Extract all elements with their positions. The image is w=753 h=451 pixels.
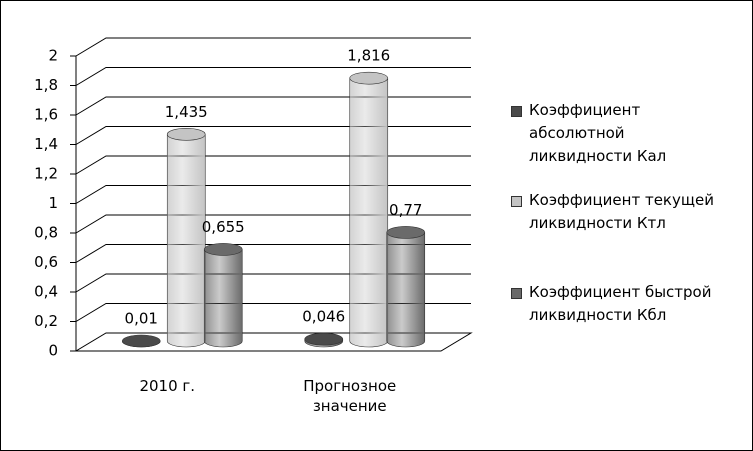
legend-item: Коэффициент быстрой ликвидности Кбл bbox=[511, 281, 729, 327]
y-tick-label: 0 bbox=[48, 342, 58, 360]
y-tick-label: 1,4 bbox=[34, 135, 58, 153]
grid-line bbox=[75, 244, 471, 263]
y-tick-label: 0,6 bbox=[34, 253, 58, 271]
grid-line bbox=[75, 303, 471, 322]
legend-swatch bbox=[511, 106, 522, 117]
data-label: 1,435 bbox=[165, 103, 208, 121]
data-label: 0,046 bbox=[302, 308, 345, 326]
legend-item: Коэффициент абсолютной ликвидности Кал bbox=[511, 99, 729, 168]
legend-label: Коэффициент быстрой ликвидности Кбл bbox=[529, 283, 712, 324]
legend-item: Коэффициент текущей ликвидности Ктл bbox=[511, 189, 729, 235]
grid-line bbox=[75, 126, 471, 145]
bar-top bbox=[386, 226, 426, 239]
data-label: 0,655 bbox=[202, 218, 245, 236]
bar-top bbox=[203, 243, 243, 256]
legend-label: Коэффициент абсолютной ликвидности Кал bbox=[529, 101, 667, 165]
grid-line bbox=[75, 185, 471, 204]
y-tick-label: 0,8 bbox=[34, 224, 58, 242]
y-tick-label: 2 bbox=[48, 47, 58, 65]
data-label: 1,816 bbox=[347, 47, 390, 65]
y-tick-label: 1,6 bbox=[34, 106, 58, 124]
legend-swatch bbox=[511, 196, 522, 207]
y-tick-label: 1 bbox=[48, 194, 58, 212]
y-tick-label: 1,8 bbox=[34, 76, 58, 94]
y-tick-label: 1,2 bbox=[34, 165, 58, 183]
grid-line bbox=[75, 214, 471, 234]
bar bbox=[386, 232, 426, 348]
bar bbox=[203, 249, 243, 348]
data-label: 0,01 bbox=[125, 310, 158, 328]
grid-line bbox=[75, 96, 471, 116]
legend-swatch bbox=[511, 288, 522, 299]
bar bbox=[349, 77, 389, 348]
bar-top bbox=[304, 332, 344, 346]
y-tick-label: 0,4 bbox=[34, 283, 58, 301]
x-tick-label: 2010 г. bbox=[139, 377, 196, 395]
grid-line bbox=[75, 37, 471, 57]
x-tick-label: Прогнозное значение bbox=[303, 377, 397, 415]
y-tick-label: 0,2 bbox=[34, 312, 58, 330]
bar bbox=[166, 134, 206, 348]
grid-line bbox=[75, 67, 471, 86]
bar-top bbox=[349, 71, 389, 85]
grid-line bbox=[75, 155, 471, 175]
data-label: 0,77 bbox=[389, 201, 422, 219]
bar-top bbox=[121, 334, 161, 348]
bar-top bbox=[166, 128, 206, 141]
legend-label: Коэффициент текущей ликвидности Ктл bbox=[529, 191, 714, 232]
grid-line bbox=[75, 273, 471, 293]
